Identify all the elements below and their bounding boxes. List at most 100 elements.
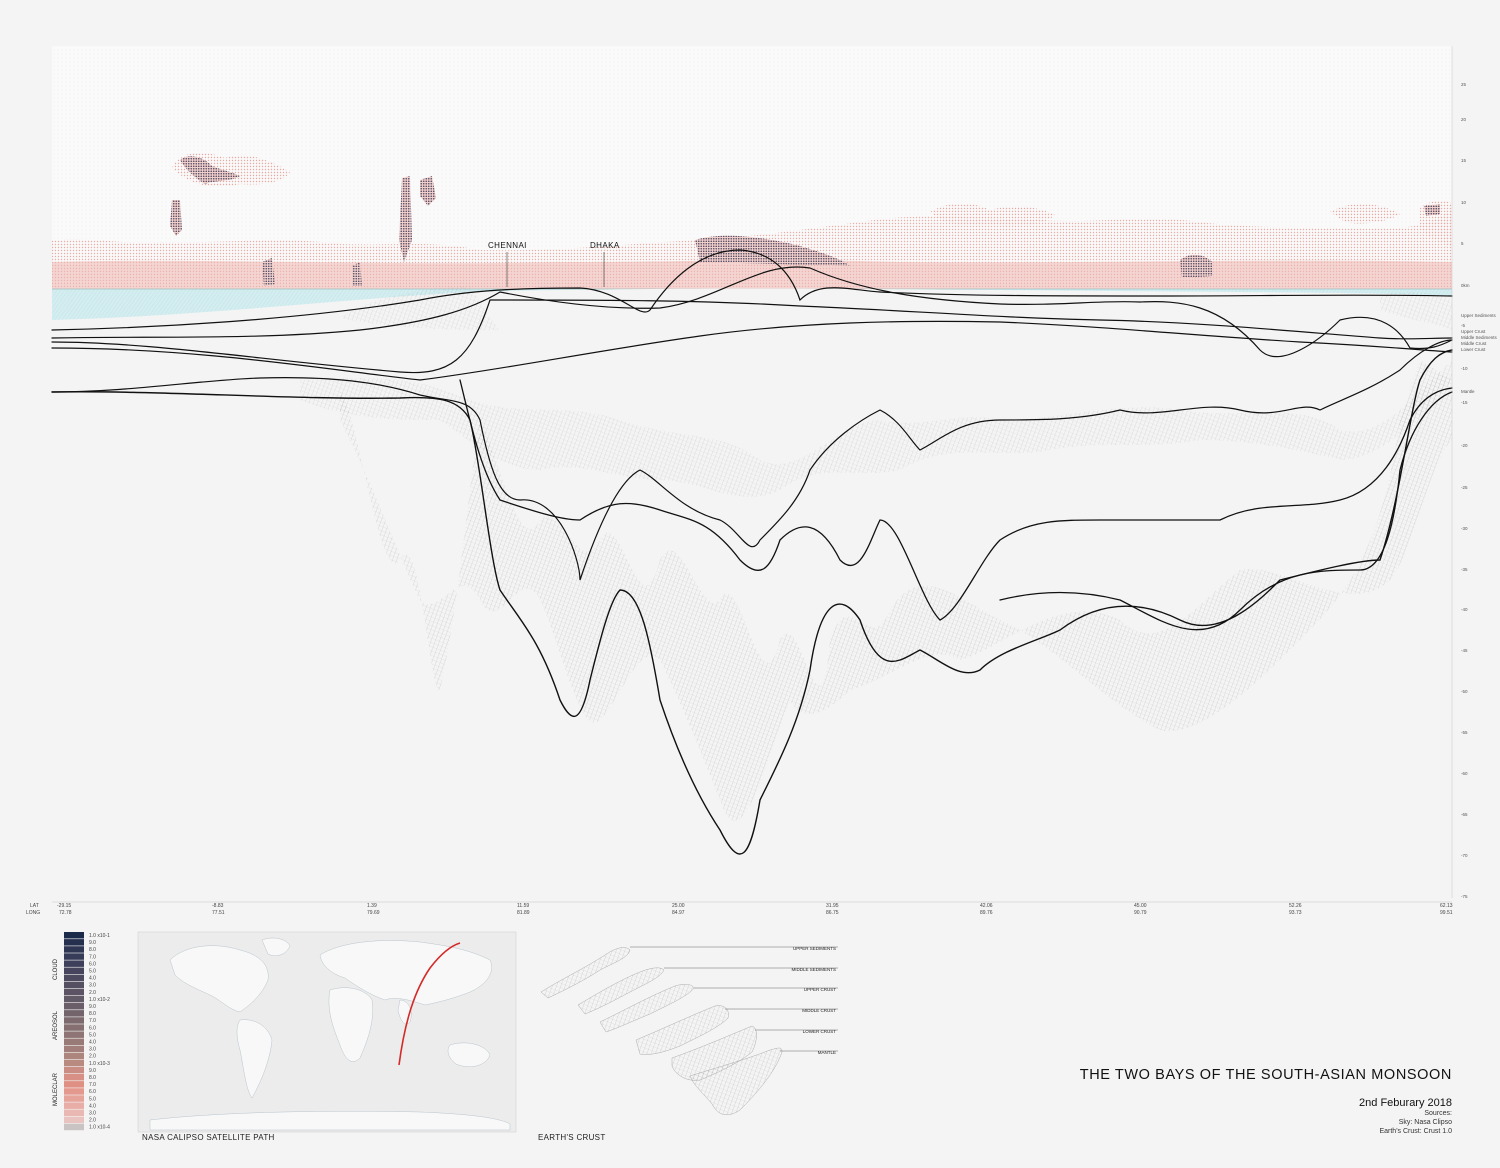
legend-label: 9.0	[89, 1068, 96, 1074]
legend-swatch	[64, 1081, 84, 1088]
backscatter-legend: CLOUD AREOSOL MOLECLAR 1.0 x10-19.08.07.…	[53, 932, 110, 1131]
upper-cloud-2	[930, 203, 1055, 226]
africa	[328, 987, 373, 1062]
lat-value: 52.26	[1289, 903, 1302, 909]
legend-swatch	[64, 1038, 84, 1045]
lat-label: LAT	[30, 903, 39, 909]
long-label: LONG	[26, 910, 40, 916]
scale-tick: -20	[1461, 443, 1468, 448]
legend-swatch	[64, 1116, 84, 1124]
scale-tick: -25	[1461, 485, 1468, 490]
upper-cloud-3	[1330, 203, 1400, 224]
legend-label: 7.0	[89, 1018, 96, 1024]
scale-tick: -60	[1461, 771, 1468, 776]
legend-swatch	[64, 939, 84, 946]
layer-line-middle-sediments	[51, 299, 1453, 374]
lat-value: 42.06	[980, 903, 993, 909]
antarctica	[149, 1111, 511, 1131]
dark-cloud-4	[420, 176, 436, 206]
layer-line-lower-crust	[51, 339, 1453, 581]
long-value: 93.73	[1289, 910, 1302, 916]
long-value: 90.79	[1134, 910, 1147, 916]
dark-cloud-6	[1180, 254, 1212, 278]
lat-value: 62.13	[1440, 903, 1453, 909]
lat-value: -29.15	[57, 903, 71, 909]
australia	[447, 1042, 491, 1067]
long-value: 77.51	[212, 910, 225, 916]
layer-line-upper-crust	[51, 266, 1453, 358]
legend-swatch	[64, 988, 84, 996]
legend-label: 3.0	[89, 983, 96, 989]
dhaka-label: DHAKA	[590, 241, 620, 250]
scale-tick: -5	[1461, 323, 1465, 328]
layer-line-upper-sediments	[51, 249, 1453, 331]
lat-value: 1.39	[367, 903, 377, 909]
crust-layer-lines	[51, 249, 1453, 855]
dark-cloud-3	[399, 176, 412, 262]
scale-layer-label: Upper Crust	[1461, 329, 1486, 334]
scale-layer-label: Middle Sediments	[1461, 335, 1498, 340]
crust-label-lower-crust: LOWER CRUST	[803, 1029, 837, 1034]
legend-label: 7.0	[89, 954, 96, 960]
legend-label: 9.0	[89, 940, 96, 946]
coordinate-axis: LAT LONG -29.15 72.78 -8.83 77.51 1.39 7…	[26, 901, 1453, 916]
legend-label: 1.0 x10-2	[89, 997, 110, 1003]
legend-label: 7.0	[89, 1082, 96, 1088]
legend-swatch	[64, 1123, 84, 1131]
scale-tick: -10	[1461, 366, 1468, 371]
legend-label: 5.0	[89, 969, 96, 975]
layer-line-mantle-1	[51, 349, 1453, 855]
dark-cloud-8	[262, 258, 275, 286]
legend-swatch	[64, 1031, 84, 1038]
legend-swatch	[64, 1109, 84, 1116]
legend-label: 8.0	[89, 947, 96, 953]
layer-line-middle-crust	[51, 320, 1453, 381]
city-chennai: CHENNAI	[488, 241, 526, 287]
legend-label: 4.0	[89, 976, 96, 982]
legend-swatch	[64, 1059, 84, 1067]
scale-tick: 0km	[1461, 283, 1470, 288]
legend-label: 5.0	[89, 1032, 96, 1038]
legend-swatch	[64, 932, 84, 939]
legend-label: 6.0	[89, 1025, 96, 1031]
crust-caption: EARTH'S CRUST	[538, 1133, 606, 1142]
legend-label: 8.0	[89, 1075, 96, 1081]
scale-tick: 5	[1461, 241, 1464, 246]
legend-swatch	[64, 1052, 84, 1060]
legend-swatch	[64, 1045, 84, 1053]
scale-tick: -45	[1461, 648, 1468, 653]
south-america	[236, 1019, 273, 1099]
legend-swatch	[64, 967, 84, 974]
dark-cloud-5	[695, 235, 850, 266]
legend-swatch	[64, 981, 84, 989]
poster-title: THE TWO BAYS OF THE SOUTH-ASIAN MONSOON	[1079, 1067, 1452, 1083]
scale-tick: 15	[1461, 158, 1467, 163]
crust-mesh-2	[300, 360, 1452, 497]
scale-tick: -35	[1461, 567, 1468, 572]
scale-layer-label: Upper Sediments	[1461, 313, 1497, 318]
legend-label: 6.0	[89, 961, 96, 967]
map-continents	[149, 937, 511, 1131]
crust-slab-upper-crust	[599, 984, 695, 1033]
legend-label: 2.0	[89, 1054, 96, 1060]
legend-swatch	[64, 953, 84, 960]
scale-tick: -75	[1461, 894, 1468, 899]
crust-slab-lower-crust	[671, 1025, 757, 1081]
long-value: 79.69	[367, 910, 380, 916]
legend-label: 1.0 x10-3	[89, 1061, 110, 1067]
long-value: 89.76	[980, 910, 993, 916]
aerosol-band-dense	[52, 260, 1452, 289]
legend-swatch	[64, 1074, 84, 1081]
layer-line-mantle-3	[999, 391, 1453, 631]
lat-value: -8.83	[212, 903, 224, 909]
scale-tick: -15	[1461, 400, 1468, 405]
dark-cloud-7	[1424, 204, 1440, 216]
legend-label: 6.0	[89, 1089, 96, 1095]
crust-label-middle-sediments: MIDDLE SEDIMENTS	[791, 967, 836, 972]
poster-date: 2nd Feburary 2018	[1359, 1097, 1452, 1109]
legend-swatch	[64, 960, 84, 967]
long-value: 99.51	[1440, 910, 1453, 916]
satellite-path	[398, 942, 461, 1066]
crust-label-middle-crust: MIDDLE CRUST	[802, 1008, 836, 1013]
long-value: 86.75	[826, 910, 839, 916]
